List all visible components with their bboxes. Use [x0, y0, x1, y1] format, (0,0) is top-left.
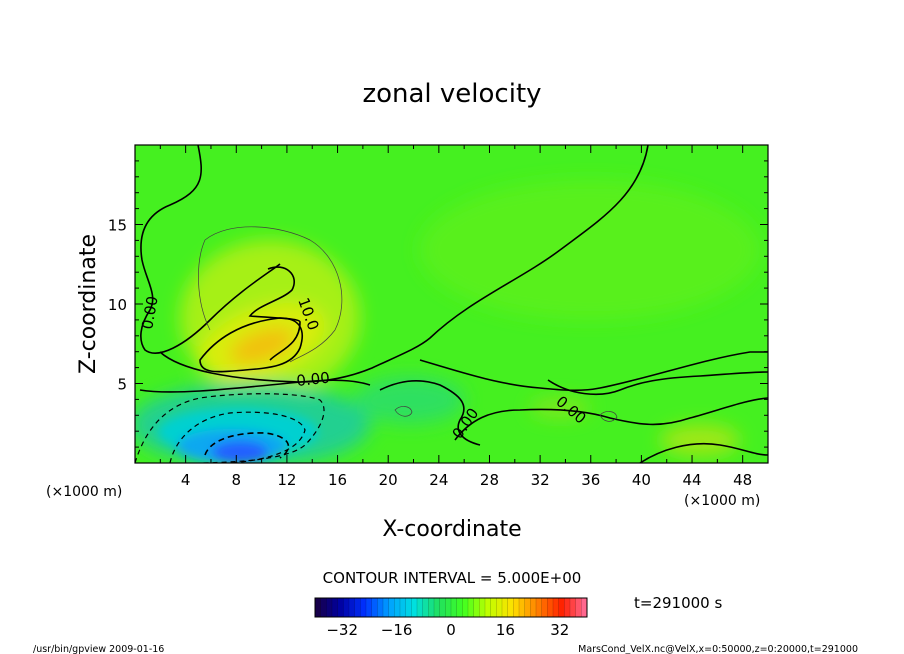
colorbar-cell	[535, 597, 543, 618]
colorbar-cell	[445, 597, 452, 618]
x-axis: 4 8 12 16 20 24 28 32 36 40 44 48	[159, 145, 752, 489]
colorbar-cell	[462, 597, 469, 618]
colorbar-cell	[428, 597, 435, 618]
y-axis: 5 10 15	[108, 160, 768, 448]
x-tick-label: 32	[531, 471, 550, 489]
colorbar-cell	[365, 597, 373, 618]
colorbar-cell	[467, 597, 475, 618]
x-axis-unit-left: (×1000 m)	[46, 484, 122, 500]
colorbar-cell	[507, 597, 514, 618]
colorbar-cell	[552, 597, 560, 618]
colorbar-cell	[484, 597, 492, 618]
colorbar-tick-label: 0	[446, 621, 456, 639]
colorbar-cell	[411, 597, 418, 618]
x-tick-label: 40	[632, 471, 651, 489]
colorbar-cell	[382, 597, 390, 618]
colorbar-cell	[422, 597, 429, 618]
x-tick-label: 24	[429, 471, 448, 489]
colorbar-tick-label: 16	[496, 621, 515, 639]
colorbar-cell	[388, 597, 395, 618]
colorbar-cell	[479, 597, 486, 618]
colorbar-cell	[405, 597, 412, 618]
x-tick-label: 48	[733, 471, 752, 489]
colorbar-cell	[524, 597, 531, 618]
colorbar-cell	[547, 597, 554, 618]
colorbar-cell	[450, 597, 458, 618]
colorbar-cell	[326, 597, 333, 618]
x-tick-label: 36	[581, 471, 600, 489]
colorbar-cell	[343, 597, 350, 618]
colorbar-cell	[530, 597, 537, 618]
y-tick-label: 5	[117, 376, 127, 394]
colorbar-cell	[541, 597, 548, 618]
colorbar-cell	[331, 597, 339, 618]
x-tick-label: 44	[682, 471, 701, 489]
colorbar-cell	[518, 597, 526, 618]
contour-label: 0.00	[296, 369, 331, 390]
chart-title: zonal velocity	[362, 79, 541, 109]
x-axis-label: X-coordinate	[382, 517, 521, 542]
colorbar-cell	[439, 597, 446, 618]
colorbar-cell	[433, 597, 441, 618]
colorbar-tick-label: −32	[326, 621, 358, 639]
colorbar-cell	[575, 597, 582, 618]
colorbar-cell	[360, 597, 367, 618]
x-tick-label: 8	[232, 471, 242, 489]
heatmap-field	[135, 145, 768, 463]
colorbar-cell	[558, 597, 565, 618]
colorbar-cell	[348, 597, 356, 618]
contour-label: 0.00	[138, 295, 162, 331]
x-tick-label: 12	[277, 471, 296, 489]
colorbar-cell	[501, 597, 509, 618]
x-tick-label: 28	[480, 471, 499, 489]
colorbar-cell	[496, 597, 503, 618]
colorbar-cell	[581, 597, 588, 618]
time-label: t=291000 s	[634, 594, 722, 612]
colorbar-cell	[337, 597, 344, 618]
colorbar: −32 −16 0 16 32	[314, 597, 588, 639]
y-tick-label: 15	[108, 217, 127, 235]
colorbar-cell	[394, 597, 401, 618]
colorbar-cell	[456, 597, 463, 618]
footer-right: MarsCond_VelX.nc@VelX,x=0:50000,z=0:2000…	[578, 644, 858, 654]
colorbar-cell	[371, 597, 378, 618]
colorbar-cell	[416, 597, 424, 618]
y-tick-label: 10	[108, 296, 127, 314]
colorbar-cell	[314, 597, 322, 618]
colorbar-cell	[377, 597, 384, 618]
colorbar-cell	[473, 597, 480, 618]
colorbar-tick-label: 32	[550, 621, 569, 639]
x-tick-label: 4	[181, 471, 191, 489]
colorbar-cell	[490, 597, 497, 618]
y-axis-label: Z-coordinate	[76, 234, 101, 374]
colorbar-cell	[513, 597, 520, 618]
footer-left: /usr/bin/gpview 2009-01-16	[33, 644, 164, 654]
colorbar-cell	[399, 597, 407, 618]
colorbar-cell	[569, 597, 577, 618]
colorbar-cell	[564, 597, 571, 618]
colorbar-tick-label: −16	[381, 621, 413, 639]
x-axis-unit-right: (×1000 m)	[684, 493, 760, 509]
contour-interval: CONTOUR INTERVAL = 5.000E+00	[323, 569, 582, 587]
x-tick-label: 20	[379, 471, 398, 489]
colorbar-cell	[320, 597, 327, 618]
x-tick-label: 16	[328, 471, 347, 489]
colorbar-cell	[354, 597, 361, 618]
